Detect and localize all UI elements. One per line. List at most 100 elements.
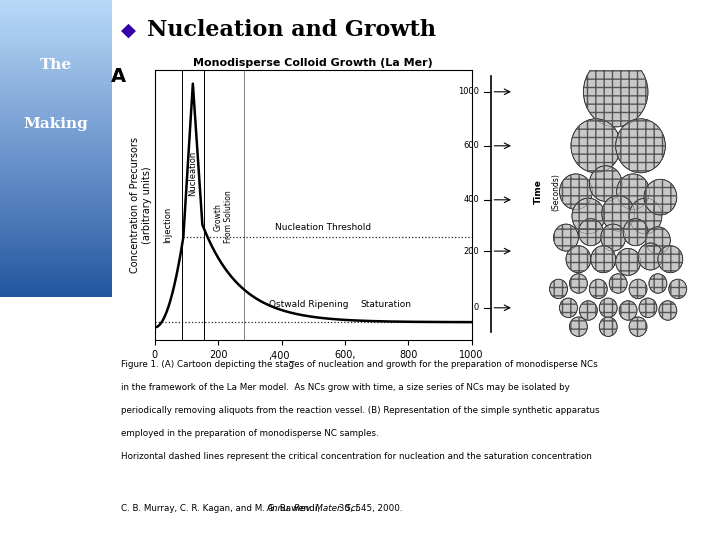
Bar	[0, 208, 112, 213]
Circle shape	[616, 174, 649, 210]
Bar	[0, 173, 112, 178]
Circle shape	[616, 119, 665, 173]
Bar	[0, 233, 112, 238]
Bar	[0, 20, 112, 25]
Circle shape	[619, 301, 637, 320]
Text: Nucleation and Growth: Nucleation and Growth	[147, 19, 436, 41]
Title: Monodisperse Colloid Growth (La Mer): Monodisperse Colloid Growth (La Mer)	[194, 58, 433, 68]
Text: The: The	[40, 58, 72, 72]
Circle shape	[649, 274, 667, 293]
Bar	[0, 109, 112, 114]
Bar	[0, 84, 112, 89]
Bar	[0, 5, 112, 10]
Bar	[0, 69, 112, 74]
Circle shape	[559, 174, 593, 210]
Text: periodically removing aliquots from the reaction vessel. (B) Representation of t: periodically removing aliquots from the …	[121, 406, 599, 415]
Bar	[0, 64, 112, 69]
Bar	[0, 153, 112, 158]
Circle shape	[578, 219, 603, 246]
Circle shape	[583, 57, 648, 127]
Circle shape	[572, 198, 605, 234]
Bar	[0, 55, 112, 59]
Circle shape	[602, 195, 634, 231]
Circle shape	[646, 227, 670, 254]
Bar	[0, 188, 112, 193]
Circle shape	[571, 119, 621, 173]
Bar	[0, 35, 112, 39]
Bar	[0, 193, 112, 198]
Circle shape	[644, 179, 677, 215]
Circle shape	[629, 317, 647, 336]
Circle shape	[566, 246, 591, 273]
Circle shape	[549, 279, 567, 299]
Bar	[0, 292, 112, 297]
Circle shape	[658, 246, 683, 273]
Bar	[0, 272, 112, 277]
Bar	[0, 15, 112, 20]
Bar	[0, 39, 112, 45]
Bar	[0, 99, 112, 104]
Text: C. B. Murray, C. R. Kagan, and M. G. Bawendi,: C. B. Murray, C. R. Kagan, and M. G. Baw…	[121, 504, 323, 513]
Circle shape	[599, 317, 617, 336]
Bar	[0, 203, 112, 208]
Circle shape	[669, 279, 687, 299]
Text: Growth
From Solution: Growth From Solution	[213, 191, 233, 243]
Bar	[0, 139, 112, 144]
Bar	[0, 144, 112, 149]
Bar	[0, 148, 112, 153]
Circle shape	[580, 301, 598, 320]
Text: Making: Making	[24, 117, 88, 131]
Bar	[0, 129, 112, 134]
Text: 200: 200	[463, 247, 479, 255]
Bar	[0, 119, 112, 124]
Bar	[0, 228, 112, 233]
Text: Ostwald Ripening: Ostwald Ripening	[269, 300, 348, 309]
Circle shape	[616, 248, 641, 275]
Bar	[0, 198, 112, 203]
Circle shape	[554, 224, 578, 251]
Bar	[0, 124, 112, 129]
Bar	[0, 238, 112, 242]
Bar	[0, 10, 112, 15]
Text: Injection: Injection	[163, 206, 173, 242]
Bar	[0, 0, 112, 5]
Bar	[0, 168, 112, 173]
Bar	[0, 158, 112, 163]
Text: ◆: ◆	[121, 21, 136, 39]
Text: 600: 600	[463, 141, 479, 150]
Bar	[0, 287, 112, 292]
Y-axis label: Concentration of Precursors
(arbitrary units): Concentration of Precursors (arbitrary u…	[130, 137, 152, 273]
Circle shape	[600, 224, 626, 251]
Circle shape	[639, 298, 657, 318]
Circle shape	[623, 219, 648, 246]
Text: 1000: 1000	[458, 87, 479, 96]
Circle shape	[599, 298, 617, 318]
Bar	[0, 247, 112, 252]
Text: Time: Time	[534, 179, 543, 204]
Bar	[0, 134, 112, 139]
Bar	[0, 183, 112, 188]
Text: Horizontal dashed lines represent the critical concentration for nucleation and : Horizontal dashed lines represent the cr…	[121, 452, 592, 461]
Circle shape	[559, 298, 577, 318]
Bar	[0, 262, 112, 267]
Circle shape	[609, 274, 627, 293]
Text: A: A	[110, 68, 125, 86]
Bar	[0, 242, 112, 247]
Circle shape	[659, 301, 677, 320]
Bar	[0, 45, 112, 50]
Text: 0: 0	[474, 303, 479, 312]
Bar	[0, 89, 112, 94]
Circle shape	[591, 246, 616, 273]
Text: employed in the preparation of monodisperse NC samples.: employed in the preparation of monodispe…	[121, 429, 378, 438]
Bar	[0, 218, 112, 223]
Bar	[0, 213, 112, 218]
Circle shape	[629, 198, 662, 234]
Bar	[0, 282, 112, 287]
Bar	[0, 267, 112, 272]
Bar	[0, 94, 112, 99]
Circle shape	[590, 166, 622, 201]
Bar	[0, 25, 112, 30]
Bar	[0, 277, 112, 282]
Bar	[0, 74, 112, 79]
Bar	[0, 79, 112, 84]
